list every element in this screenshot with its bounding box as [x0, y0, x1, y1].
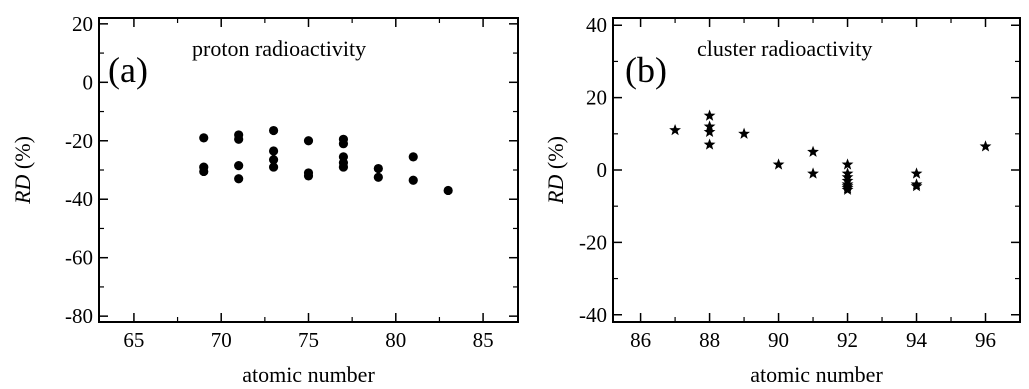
x-tick-label: 86	[630, 328, 651, 352]
y-axis-title-b: RD (%)	[543, 136, 568, 205]
data-point-star	[738, 127, 750, 139]
x-tick-label: 88	[699, 328, 720, 352]
data-point-circle	[268, 125, 279, 136]
data-points-b	[669, 109, 992, 195]
panel-label-b: (b)	[625, 50, 667, 90]
data-point-circle	[234, 174, 244, 184]
data-point-star	[669, 123, 681, 136]
panel-a: 65 70 75 80 85 -80 -60 -40 -20 0 20 (a) proton rad…	[10, 12, 519, 387]
y-axis-title-italic-b: RD	[543, 174, 568, 204]
y-tick-label: 40	[586, 13, 607, 37]
y-tick-label: 0	[597, 158, 608, 182]
y-tick-label: 20	[72, 12, 93, 36]
data-point-star	[841, 158, 854, 170]
data-point-star	[841, 183, 854, 195]
y-tick-label: -40	[65, 187, 93, 211]
data-point-star	[910, 180, 923, 192]
axis-ticks-b: 86 88 90 92 94 96 -40 -20 0 20 40	[579, 13, 1020, 352]
data-point-circle	[268, 155, 279, 165]
x-tick-label: 70	[211, 328, 232, 352]
data-point-star	[703, 125, 716, 138]
plot-frame-b	[612, 17, 1021, 323]
data-point-circle	[373, 172, 383, 182]
data-point-circle	[338, 162, 349, 172]
data-point-circle	[303, 171, 314, 181]
data-point-star	[807, 145, 819, 157]
data-point-star	[703, 138, 716, 150]
x-tick-label: 92	[837, 328, 858, 352]
x-tick-label: 85	[473, 328, 494, 352]
panel-label-a: (a)	[108, 50, 148, 90]
data-point-circle	[443, 185, 453, 196]
y-axis-title-a: RD (%)	[10, 136, 35, 205]
panel-annotation-b: cluster radioactivity	[697, 36, 872, 61]
data-point-star	[979, 140, 992, 152]
data-point-circle	[199, 133, 209, 143]
x-tick-label: 94	[906, 328, 928, 352]
data-point-star	[703, 109, 716, 121]
panel-b: 86 88 90 92 94 96 -40 -20 0 20 40 (b) cluster radi…	[543, 13, 1021, 387]
y-tick-label: -80	[65, 304, 93, 328]
data-point-circle	[408, 152, 418, 162]
data-point-circle	[338, 139, 349, 149]
data-points-a	[199, 125, 453, 196]
y-axis-title-unit-b: (%)	[543, 136, 568, 174]
y-tick-label: -20	[65, 129, 93, 153]
y-tick-label: -60	[65, 246, 93, 270]
data-point-circle	[303, 136, 314, 146]
x-tick-label: 90	[768, 328, 789, 352]
data-point-circle	[199, 166, 209, 177]
y-tick-label: -40	[579, 303, 607, 327]
panel-annotation-a: proton radioactivity	[192, 36, 366, 61]
y-tick-label: 20	[586, 86, 607, 110]
data-point-star	[807, 167, 819, 179]
y-tick-label: -20	[579, 230, 607, 254]
x-axis-title-a: atomic number	[242, 362, 375, 387]
y-axis-title-unit-a: (%)	[10, 136, 35, 174]
y-axis-title-italic-a: RD	[10, 174, 35, 204]
x-axis-title-b: atomic number	[750, 362, 883, 387]
data-point-star	[772, 158, 785, 170]
data-point-circle	[408, 175, 418, 185]
data-point-circle	[373, 163, 383, 174]
data-point-circle	[234, 161, 244, 171]
y-tick-label: 0	[83, 70, 94, 94]
axis-ticks-a: 65 70 75 80 85 -80 -60 -40 -20 0 20	[65, 12, 518, 352]
x-tick-label: 96	[975, 328, 996, 352]
x-tick-label: 80	[385, 328, 406, 352]
data-point-circle	[268, 162, 279, 172]
data-point-circle	[268, 146, 279, 156]
x-tick-label: 75	[298, 328, 319, 352]
data-point-circle	[234, 134, 244, 144]
x-tick-label: 65	[123, 328, 144, 352]
data-point-star	[910, 167, 923, 179]
